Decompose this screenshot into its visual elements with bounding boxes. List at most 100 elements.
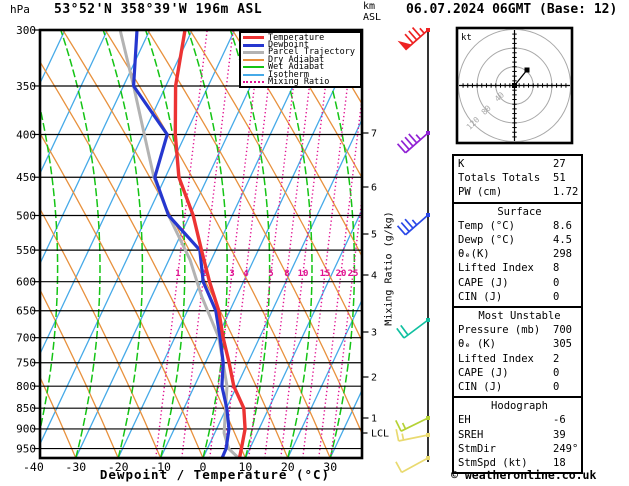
parcel-trajectory-profile <box>118 30 241 458</box>
lcl-label: LCL <box>371 429 389 440</box>
stats-panel: K 27 Totals Totals 51 PW (cm) 1.72 <box>452 154 583 204</box>
mixing-ratio-value-label: 2 <box>201 269 206 279</box>
panel-row-label: Totals Totals <box>458 172 541 185</box>
panel-row: CAPE (J) 0 <box>458 366 581 380</box>
panel-row: SREH 39 <box>458 428 581 442</box>
panel-row-value: 4.5 <box>553 234 572 247</box>
panel-row-label: StmSpd (kt) <box>458 457 528 470</box>
wind-barb-station-dot <box>426 318 430 322</box>
wind-barb-full <box>400 324 409 336</box>
pressure-tick-label: 800 <box>16 380 36 393</box>
legend-item: Parcel Trajectory <box>243 47 360 58</box>
altitude-tick-label: 2 <box>371 373 377 384</box>
panel-row: CIN (J) 0 <box>458 290 581 304</box>
datetime-title: 06.07.2024 06GMT (Base: 12) <box>406 2 618 17</box>
legend-item: Isotherm <box>243 69 360 80</box>
panel-row-label: Lifted Index <box>458 352 534 365</box>
isotherm-line <box>40 30 151 266</box>
panel-row-label: EH <box>458 414 471 427</box>
wind-barb-full <box>396 327 405 339</box>
copyright: © weatheronline.co.uk <box>451 468 597 482</box>
wind-barb-full <box>411 27 422 38</box>
panel-row-label: Dewp (°C) <box>458 234 515 247</box>
panel-row-value: -6 <box>553 414 566 427</box>
altitude-unit-label: km ASL <box>363 1 381 23</box>
panel-row-value: 27 <box>553 158 566 170</box>
wind-barb-station-dot <box>426 213 430 217</box>
isotherm-line <box>202 118 362 458</box>
mixing-ratio-line <box>280 30 333 458</box>
legend-box: Temperature Dewpoint Parcel Trajectory Dry … <box>239 31 362 88</box>
panel-title: Surface <box>497 205 542 218</box>
panel-row-label: Temp (°C) <box>458 219 515 232</box>
stats-panel: Surface Temp (°C) 8.6 Dewp (°C) 4.5 θₑ(K) 298 L… <box>452 201 583 309</box>
mixing-ratio-value-label: 25 <box>348 269 359 279</box>
skewt-background: 1 2 3 4 5 8 10 15 20 25 <box>40 30 362 458</box>
wet-adiabat-line <box>314 30 356 458</box>
panel-row-label: StmDir <box>458 442 496 455</box>
panel-row: EH -6 <box>458 413 581 427</box>
wind-barb-full <box>404 33 414 44</box>
wind-barb-stem <box>398 434 429 442</box>
panel-row-value: 0 <box>553 276 560 289</box>
legend-item: Dewpoint <box>243 40 360 50</box>
temperature-tick-label: -30 <box>65 460 86 474</box>
panel-row-value: 51 <box>553 172 566 185</box>
legend-line-sample <box>243 43 264 47</box>
mixing-ratio-line <box>302 30 355 458</box>
legend-line-sample <box>243 36 264 40</box>
altitude-tick-label: 6 <box>371 183 377 194</box>
dry-adiabat-line <box>189 30 362 343</box>
pressure-tick-label: 900 <box>16 423 36 436</box>
pressure-tick-label: 550 <box>16 244 36 257</box>
wind-barb-half <box>419 27 425 34</box>
wind-barb-flag <box>397 40 412 50</box>
panel-row-label: CIN (J) <box>458 290 503 303</box>
dry-adiabat-line <box>62 30 289 458</box>
pressure-tick-label: 500 <box>16 209 36 222</box>
legend-label: Parcel Trajectory <box>268 47 355 58</box>
panel-row-value: 0 <box>553 290 560 303</box>
hodograph-unit-label: kt <box>461 33 472 43</box>
dry-adiabat-line <box>40 132 204 458</box>
pressure-unit-label: hPa <box>10 3 30 16</box>
temperature-profile <box>173 30 247 458</box>
panel-row: Lifted Index 8 <box>458 261 581 275</box>
x-axis-title: Dewpoint / Temperature (°C) <box>99 467 331 482</box>
stats-panel: Hodograph EH -6 SREH 39 StmDir 249° StmSpd (kt)… <box>452 396 583 475</box>
dry-adiabat-line <box>147 30 362 435</box>
mixing-ratio-value-label: 15 <box>320 269 331 279</box>
panel-row-label: PW (cm) <box>458 186 503 199</box>
panel-row: CAPE (J) 0 <box>458 276 581 290</box>
pressure-tick-label: 750 <box>16 357 36 370</box>
mixing-ratio-value-label: 1 <box>175 269 180 279</box>
mixing-ratio-line <box>209 30 262 458</box>
panel-row: Lifted Index 2 <box>458 352 581 366</box>
panel-row-label: CAPE (J) <box>458 366 509 379</box>
mixing-ratio-value-label: 20 <box>336 269 347 279</box>
legend-line-sample <box>243 58 264 61</box>
mixing-ratio-line <box>264 30 317 458</box>
panel-row-value: 8 <box>553 262 560 275</box>
panel-row-label: SREH <box>458 428 484 441</box>
temperature-tick-label: -40 <box>23 460 44 474</box>
wet-adiabat-line <box>102 30 144 458</box>
panel-row-value: 1.72 <box>553 186 579 199</box>
panel-row-label: CAPE (J) <box>458 276 509 289</box>
dry-adiabat-line <box>104 30 331 458</box>
hodograph-origin-dot <box>512 83 517 88</box>
panel-row-value: 39 <box>553 428 566 441</box>
legend-item: Temperature <box>243 33 360 43</box>
dry-adiabat-line <box>274 30 362 180</box>
mixing-ratio-line <box>248 30 301 458</box>
altitude-tick-label: 3 <box>371 328 377 339</box>
temperature-tick-label: 20 <box>281 460 295 474</box>
wind-barb-full <box>408 30 418 41</box>
mixing-ratio-line <box>330 192 362 458</box>
wind-barb-full <box>400 139 410 151</box>
dry-adiabat-line <box>316 30 362 106</box>
legend-label: Isotherm <box>268 69 309 80</box>
storm-motion-vector <box>513 69 528 86</box>
